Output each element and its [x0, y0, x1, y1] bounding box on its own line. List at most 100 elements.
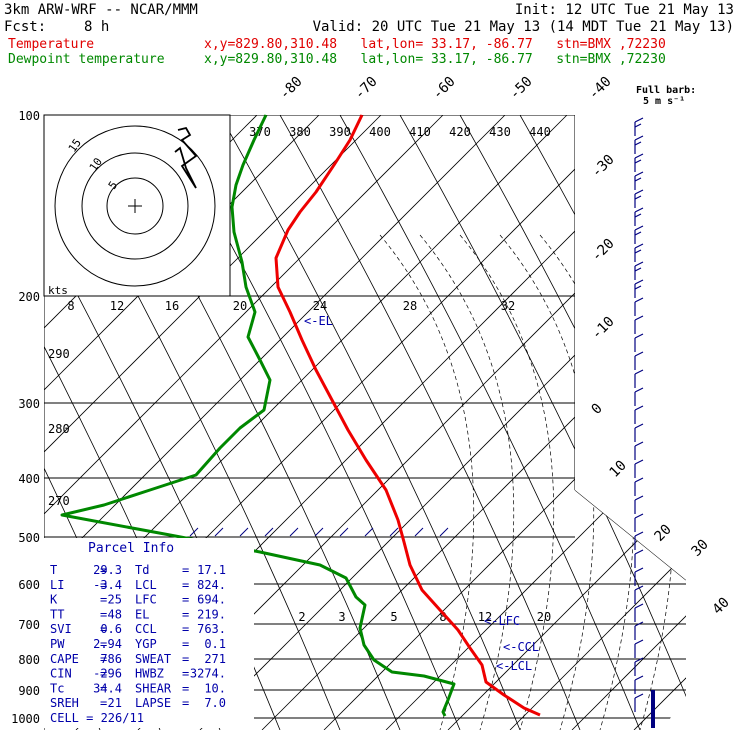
wind-barb-flag	[634, 243, 644, 249]
parcel-panel-bg	[44, 538, 254, 728]
parcel-value: 694.	[197, 593, 226, 607]
wind-barb-flag	[634, 675, 644, 681]
temperature-legend: Temperature	[8, 37, 95, 52]
wind-barb-flag	[634, 495, 644, 501]
forecast-label: Fcst:	[4, 19, 47, 35]
wind-barb-flag	[634, 135, 644, 141]
parcel-value: 763.	[197, 622, 226, 636]
parcel-key: SWEAT	[135, 652, 171, 666]
pressure-label: 300	[18, 397, 40, 411]
pressure-label: 600	[18, 578, 40, 592]
wind-barb-flag	[634, 639, 644, 645]
wind-barb-flag	[634, 279, 644, 285]
isotherm-line	[385, 115, 686, 730]
wind-barb-flag	[634, 225, 644, 231]
parcel-sep: =	[182, 607, 189, 621]
temperature-profile	[274, 114, 541, 717]
parcel-key: HWBZ	[135, 667, 164, 681]
parcel-key: Td	[135, 563, 149, 577]
parcel-sep: =	[182, 593, 189, 607]
isotherm-label: -50	[507, 74, 536, 103]
mixing-ratio-label: 16	[165, 299, 179, 313]
wind-barb-flag	[634, 621, 644, 627]
wind-barb-flag	[634, 189, 644, 195]
moist-adiabat	[579, 234, 675, 730]
parcel-value: -3.4	[93, 578, 122, 592]
parcel-sep: =	[182, 622, 189, 636]
parcel-sep: =	[182, 563, 189, 577]
parcel-sep: =	[182, 578, 189, 592]
parcel-value: 2.94	[93, 637, 122, 651]
mixing-ratio-label: 8	[439, 610, 446, 624]
plot-right-border	[574, 489, 686, 581]
parcel-value: 34.4	[93, 681, 122, 695]
dewpoint-legend: Dewpoint temperature	[8, 52, 165, 67]
parcel-sep: =	[182, 696, 189, 710]
wind-barb-flag	[634, 213, 642, 218]
wind-barb-flag	[634, 549, 644, 555]
isotherm-line	[447, 115, 686, 730]
barb-legend-value: 5 m s⁻¹	[643, 96, 685, 107]
pressure-label: 100	[18, 109, 40, 123]
pressure-label: 900	[18, 684, 40, 698]
theta-label: 410	[409, 125, 431, 139]
parcel-value: 21	[108, 696, 122, 710]
mixing-ratio-label: 20	[537, 610, 551, 624]
moist-adiabat	[619, 234, 686, 730]
parcel-sep: =	[100, 652, 107, 666]
moist-adiabat	[700, 235, 740, 730]
parcel-key: CCL	[135, 622, 157, 636]
hodograph-ring	[81, 152, 189, 260]
mixing-ratio-label: 12	[110, 299, 124, 313]
dewpoint-profile	[60, 114, 456, 717]
dry-adiabat	[519, 115, 686, 730]
moist-adiabat	[379, 234, 475, 730]
level-barb	[414, 527, 424, 537]
mixing-ratio-label: 5	[390, 610, 397, 624]
isotherm-line	[44, 115, 506, 730]
parcel-sep: =	[100, 563, 107, 577]
level-barb	[389, 527, 399, 537]
isotherm-label: 10	[607, 458, 630, 481]
level-marker: <-CCL	[503, 640, 539, 654]
pressure-label: 700	[18, 618, 40, 632]
wind-barb-flag	[634, 333, 644, 339]
dry-adiabat	[339, 115, 641, 730]
parcel-sep: =	[100, 607, 107, 621]
moist-adiabat	[659, 234, 686, 730]
wind-barb-flag	[634, 513, 644, 519]
hodograph-ring-label: 15	[66, 136, 84, 154]
parcel-key: TT	[50, 607, 64, 621]
parcel-sep: =	[100, 696, 107, 710]
wind-barb-flag	[634, 207, 644, 213]
level-marker: <-EL	[304, 314, 333, 328]
parcel-key: LFC	[135, 593, 157, 607]
hodograph-units: kts	[48, 284, 68, 297]
isotherm-label: -20	[589, 236, 618, 265]
parcel-key: K	[50, 593, 58, 607]
parcel-key: SHEAR	[135, 681, 172, 695]
wind-barb-flag	[634, 141, 642, 146]
moist-adiabat	[419, 234, 515, 730]
parcel-value: 29.3	[93, 563, 122, 577]
hodograph-trace	[174, 126, 198, 189]
valid-time: Valid: 20 UTC Tue 21 May 13 (14 MDT Tue …	[312, 19, 734, 35]
theta-label: 390	[329, 125, 351, 139]
level-barb	[364, 527, 374, 537]
isotherm-line	[199, 115, 686, 730]
wind-barb-flag	[634, 351, 644, 357]
theta-label: 380	[289, 125, 311, 139]
level-barb	[264, 527, 274, 537]
wind-barb-flag	[634, 567, 644, 573]
mixing-ratio-label: 2	[298, 610, 305, 624]
level-barb	[314, 527, 324, 537]
pressure-label: 400	[18, 472, 40, 486]
dry-adiabat	[399, 115, 686, 730]
wind-barb-flag	[634, 387, 644, 393]
model-title: 3km ARW-WRF -- NCAR/MMM	[4, 2, 198, 18]
level-barb	[214, 527, 224, 537]
theta-label: 430	[489, 125, 511, 139]
mixing-ratio-label: 20	[233, 299, 247, 313]
